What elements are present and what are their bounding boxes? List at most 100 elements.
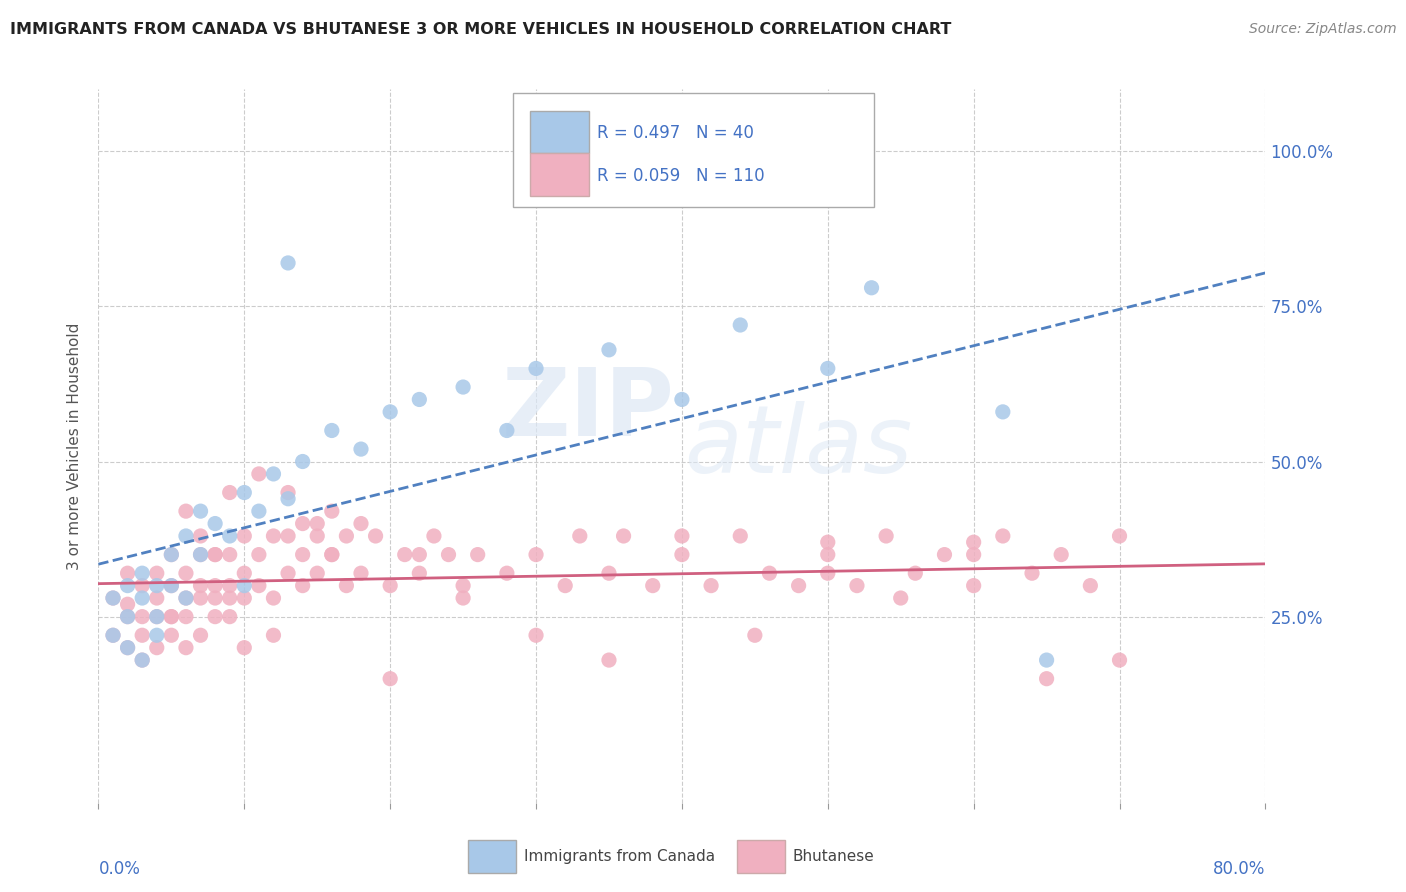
Point [101,628,124,642]
Point [962,579,984,593]
Text: 0.0%: 0.0% [98,860,141,878]
Point [131,653,153,667]
Point [204,548,226,562]
Point [262,591,284,605]
Point [524,628,547,642]
Point [190,529,212,543]
Point [190,504,212,518]
Point [728,529,751,543]
Point [146,609,169,624]
Point [817,535,839,549]
Point [934,548,956,562]
Point [233,579,256,593]
Point [160,548,183,562]
Point [117,597,139,611]
Point [131,609,153,624]
Point [190,628,212,642]
Point [233,566,256,581]
Point [117,640,139,655]
Point [218,609,240,624]
Point [146,566,169,581]
Point [146,628,169,642]
Point [817,566,839,581]
Point [131,628,153,642]
Point [758,566,780,581]
Point [218,591,240,605]
Point [160,548,183,562]
Point [1108,653,1130,667]
Point [277,491,299,506]
Point [174,591,197,605]
Point [335,579,357,593]
Point [904,566,927,581]
Point [568,529,591,543]
Point [101,591,124,605]
Point [131,579,153,593]
Point [218,529,240,543]
Point [146,579,169,593]
Point [321,548,343,562]
Point [307,566,329,581]
Point [307,516,329,531]
Point [598,566,620,581]
Text: R = 0.497   N = 40: R = 0.497 N = 40 [596,125,754,143]
Point [204,579,226,593]
Point [117,566,139,581]
Point [467,548,489,562]
Text: IMMIGRANTS FROM CANADA VS BHUTANESE 3 OR MORE VEHICLES IN HOUSEHOLD CORRELATION : IMMIGRANTS FROM CANADA VS BHUTANESE 3 OR… [10,22,952,37]
Point [262,628,284,642]
FancyBboxPatch shape [468,840,516,872]
Point [117,640,139,655]
Point [291,579,314,593]
Point [131,591,153,605]
Point [262,529,284,543]
Point [321,504,343,518]
Point [218,579,240,593]
Point [160,609,183,624]
Point [174,529,197,543]
Point [728,318,751,332]
FancyBboxPatch shape [737,840,785,872]
Text: Bhutanese: Bhutanese [793,849,875,863]
Point [1021,566,1043,581]
Point [218,548,240,562]
Text: Immigrants from Canada: Immigrants from Canada [524,849,716,863]
Point [671,548,693,562]
Text: atlas: atlas [685,401,912,491]
Point [131,566,153,581]
Point [291,516,314,531]
Point [1108,529,1130,543]
Point [233,529,256,543]
Point [160,579,183,593]
Point [875,529,897,543]
Point [641,579,664,593]
Point [247,467,270,481]
Point [845,579,868,593]
Point [524,548,547,562]
Point [190,548,212,562]
Point [321,424,343,438]
Point [204,591,226,605]
Point [335,529,357,543]
Point [423,529,446,543]
Point [700,579,723,593]
Point [350,566,373,581]
Text: 80.0%: 80.0% [1213,860,1265,878]
Point [378,405,402,419]
Point [277,529,299,543]
Point [174,566,197,581]
Point [321,548,343,562]
Point [817,361,839,376]
Point [364,529,387,543]
Point [174,591,197,605]
Point [146,640,169,655]
Point [233,640,256,655]
FancyBboxPatch shape [513,93,875,207]
Point [233,591,256,605]
Point [598,653,620,667]
Point [378,672,402,686]
Point [991,529,1014,543]
Point [350,516,373,531]
Point [131,653,153,667]
Point [860,281,883,295]
